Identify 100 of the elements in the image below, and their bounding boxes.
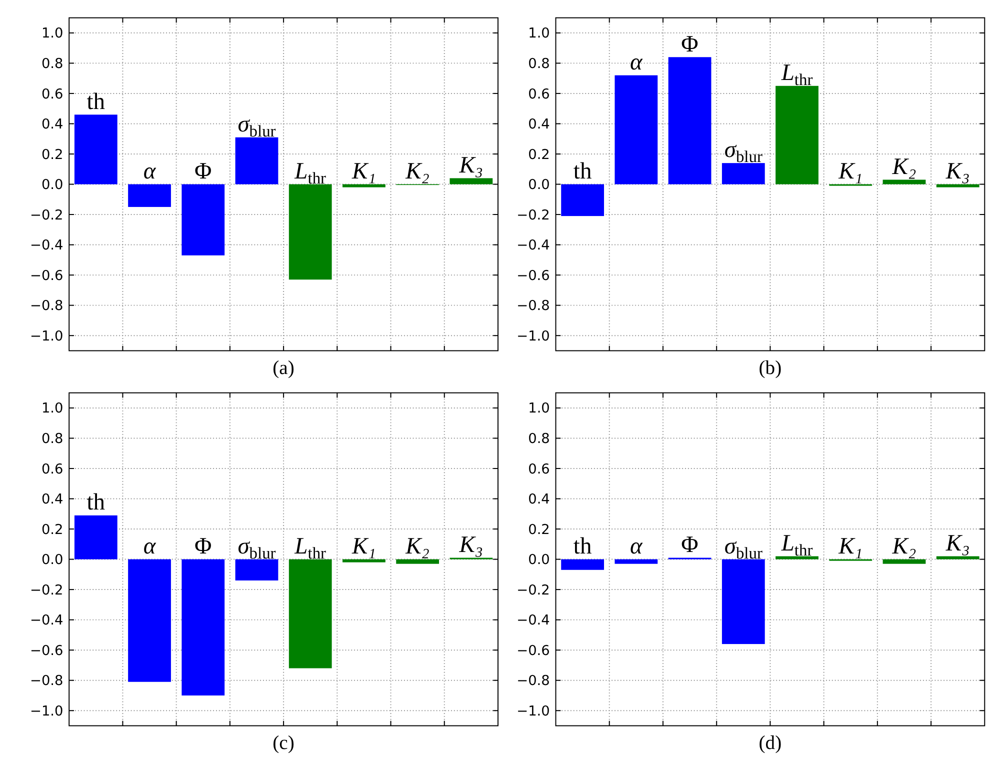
bar (288, 184, 332, 280)
y-tick-label: −1.0 (30, 328, 64, 344)
y-tick-label: 1.0 (528, 26, 550, 42)
x-tick-label: K₁ (838, 533, 863, 560)
x-tick-label: K₂ (891, 154, 916, 180)
y-tick-label: −0.2 (30, 582, 64, 598)
y-tick-label: −0.4 (30, 238, 64, 254)
y-tick-label: 0.2 (528, 522, 550, 538)
bar (74, 515, 118, 560)
x-tick-label: th (573, 533, 592, 560)
x-tick-label: K₁ (838, 158, 863, 184)
y-tick-label: 0.0 (528, 552, 550, 568)
y-tick-label: −0.6 (516, 268, 550, 284)
y-tick-label: −0.2 (30, 207, 64, 224)
y-tick-label: 0.8 (528, 431, 550, 448)
x-tick-label: L$_{thr}$ (294, 158, 327, 188)
y-tick-label: 0.0 (41, 552, 64, 568)
x-tick-label: th (86, 88, 106, 115)
bar (288, 559, 332, 668)
y-tick-label: 0.8 (41, 56, 64, 72)
bar (342, 559, 386, 562)
y-tick-label: 0.6 (41, 86, 64, 102)
x-tick-label: L$_{thr}$ (780, 530, 814, 560)
y-tick-label: −0.2 (516, 582, 550, 598)
x-tick-label: K₃ (458, 152, 484, 178)
x-axis-title: (b) (758, 358, 782, 380)
bar (882, 180, 926, 184)
y-tick-label: 1.0 (41, 400, 64, 417)
y-tick-label: 0.4 (41, 116, 64, 133)
y-tick-label: −0.8 (30, 298, 64, 314)
y-tick-label: −0.2 (516, 207, 550, 224)
x-axis-title: (a) (272, 358, 294, 380)
x-tick-label: th (86, 490, 106, 516)
y-tick-label: 0.6 (528, 86, 550, 102)
y-tick-label: 1.0 (528, 400, 550, 417)
y-tick-label: 0.4 (41, 492, 64, 508)
y-tick-label: −0.4 (30, 612, 64, 629)
y-tick-label: 0.2 (41, 522, 64, 538)
bar (74, 114, 118, 184)
x-tick-label: α (143, 533, 156, 560)
x-tick-label: K₂ (404, 533, 430, 560)
x-tick-label: th (573, 158, 592, 184)
y-tick-label: −0.8 (516, 673, 550, 690)
y-tick-label: 0.2 (41, 146, 64, 163)
bar (182, 559, 225, 696)
x-tick-label: K₂ (891, 533, 916, 560)
x-tick-label: L$_{thr}$ (294, 533, 327, 562)
x-tick-label: K₃ (944, 158, 970, 184)
bar (722, 163, 765, 184)
y-tick-label: −1.0 (516, 703, 550, 720)
x-tick-label: K₃ (458, 532, 484, 558)
y-tick-label: 0.6 (41, 461, 64, 478)
x-tick-label: Φ (681, 31, 698, 58)
bar (668, 57, 712, 184)
y-tick-label: 0.4 (528, 116, 550, 133)
x-tick-label: σ$_{blur}$ (238, 111, 276, 140)
x-tick-label: Φ (194, 158, 212, 184)
x-axis-title: (c) (272, 733, 294, 754)
bar (450, 178, 493, 184)
y-tick-label: −0.8 (30, 673, 64, 690)
y-tick-label: −0.6 (30, 268, 64, 284)
bar (776, 86, 818, 184)
y-tick-label: 0.2 (528, 146, 550, 163)
y-tick-label: −0.4 (516, 238, 550, 254)
y-tick-label: −0.8 (516, 298, 550, 314)
x-tick-label: α (143, 158, 156, 184)
bar (614, 75, 658, 184)
x-tick-label: K₁ (351, 158, 376, 184)
bar (128, 559, 171, 682)
x-axis-title: (d) (758, 733, 782, 754)
y-tick-label: 0.8 (528, 56, 550, 72)
x-tick-label: σ$_{blur}$ (238, 533, 276, 562)
y-tick-label: −0.4 (516, 612, 550, 629)
y-tick-label: −0.6 (516, 642, 550, 659)
x-tick-label: α (630, 49, 644, 76)
bar (235, 559, 278, 580)
x-tick-label: Φ (681, 532, 698, 558)
bar (128, 184, 171, 207)
x-tick-label: K₂ (404, 158, 430, 184)
x-tick-label: σ$_{blur}$ (724, 533, 763, 562)
y-tick-label: −1.0 (30, 703, 64, 720)
y-tick-label: −0.6 (30, 642, 64, 659)
y-tick-label: 0.0 (41, 177, 64, 194)
bar (182, 184, 225, 256)
y-tick-label: 0.8 (41, 431, 64, 448)
bar (396, 559, 440, 564)
y-tick-label: 0.0 (528, 177, 550, 194)
bar (342, 184, 386, 188)
bar (561, 184, 604, 216)
x-tick-label: K₁ (351, 533, 376, 560)
x-tick-label: K₃ (944, 530, 970, 556)
y-tick-label: 0.6 (528, 461, 550, 478)
y-tick-label: −1.0 (516, 328, 550, 344)
y-tick-label: 0.4 (528, 492, 550, 508)
bar (235, 137, 278, 184)
y-tick-label: 1.0 (41, 26, 64, 42)
x-tick-label: Φ (194, 533, 212, 560)
x-tick-label: σ$_{blur}$ (724, 137, 763, 166)
bar (936, 184, 980, 188)
x-tick-label: L$_{thr}$ (780, 60, 814, 89)
